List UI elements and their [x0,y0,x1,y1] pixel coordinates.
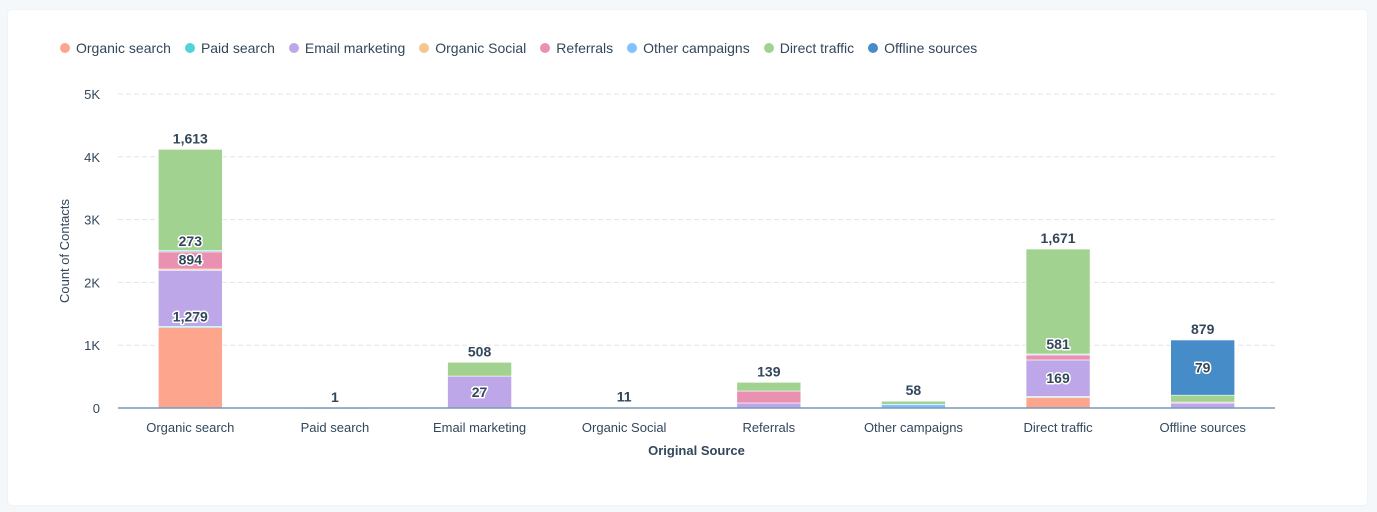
legend-item[interactable]: Referrals [540,40,613,56]
y-tick-label: 2K [84,275,100,290]
data-label: 1,279 [173,309,208,325]
legend: Organic search Paid search Email marketing… [60,40,991,56]
bar-segment[interactable] [447,361,512,377]
legend-label: Organic search [76,40,171,56]
bar-segment[interactable] [1025,397,1091,409]
bar-segment[interactable] [736,390,802,404]
legend-item[interactable]: Organic search [60,40,171,56]
data-label: 581 [1046,336,1070,352]
bar-segment[interactable] [1170,394,1235,403]
x-axis-label: Original Source [648,443,745,458]
x-tick-label: Offline sources [1159,420,1246,435]
data-label: 11 [617,388,632,404]
legend-item[interactable]: Organic Social [419,40,526,56]
legend-label: Organic Social [435,40,527,56]
data-label: 508 [468,343,492,359]
legend-label: Email marketing [304,40,406,56]
bar-segment[interactable] [1170,339,1235,396]
legend-dot-icon [60,43,70,53]
bar-segment[interactable] [158,149,223,251]
legend-label: Offline sources [884,40,978,56]
legend-item[interactable]: Direct traffic [763,40,855,56]
y-tick-label: 1K [84,338,100,353]
legend-item[interactable]: Paid search [184,40,275,56]
x-tick-label: Other campaigns [864,420,963,435]
y-tick-label: 3K [84,213,100,228]
x-tick-label: Organic Social [582,420,667,435]
legend-dot-icon [540,43,551,53]
data-label: 1 [331,389,339,405]
legend-item[interactable]: Email marketing [288,40,406,56]
y-tick-label: 0 [93,401,100,416]
bar-segment[interactable] [1025,248,1091,355]
bar-segment[interactable] [1025,359,1091,397]
x-tick-label: Paid search [301,420,370,435]
data-label: 273 [179,233,203,249]
bar-segment[interactable] [447,375,512,409]
legend-dot-icon [419,43,430,53]
legend-dot-icon [627,43,638,53]
data-label: 1,613 [173,130,208,146]
x-tick-label: Referrals [742,420,795,435]
legend-label: Other campaigns [643,40,750,56]
legend-dot-icon [763,43,774,53]
legend-label: Direct traffic [779,40,855,56]
data-label: 27 [472,384,488,400]
legend-dot-icon [288,43,299,53]
data-label: 894 [179,251,203,267]
bar-segment[interactable] [158,327,223,409]
legend-item[interactable]: Offline sources [868,40,977,56]
x-tick-label: Direct traffic [1024,420,1094,435]
data-label: 1,671 [1041,230,1076,246]
bar-segment[interactable] [1025,354,1091,361]
x-tick-label: Organic search [146,420,234,435]
legend-item[interactable]: Other campaigns [627,40,750,56]
y-tick-label: 4K [84,150,100,165]
data-label: 879 [1191,321,1215,337]
chart-card [8,10,1367,505]
legend-dot-icon [868,43,879,53]
y-tick-label: 5K [84,87,100,102]
data-label: 169 [1046,370,1070,386]
bar-segment[interactable] [158,269,223,327]
y-axis-label: Count of Contacts [57,198,72,303]
legend-label: Referrals [556,40,614,56]
legend-label: Paid search [200,40,275,56]
data-label: 79 [1195,360,1211,376]
data-label: 139 [757,363,781,379]
legend-dot-icon [184,43,195,53]
x-tick-label: Email marketing [433,420,526,435]
bar-segment[interactable] [736,382,802,392]
bar-segment[interactable] [736,402,802,409]
data-label: 58 [906,382,922,398]
bar-segment[interactable] [881,400,946,405]
